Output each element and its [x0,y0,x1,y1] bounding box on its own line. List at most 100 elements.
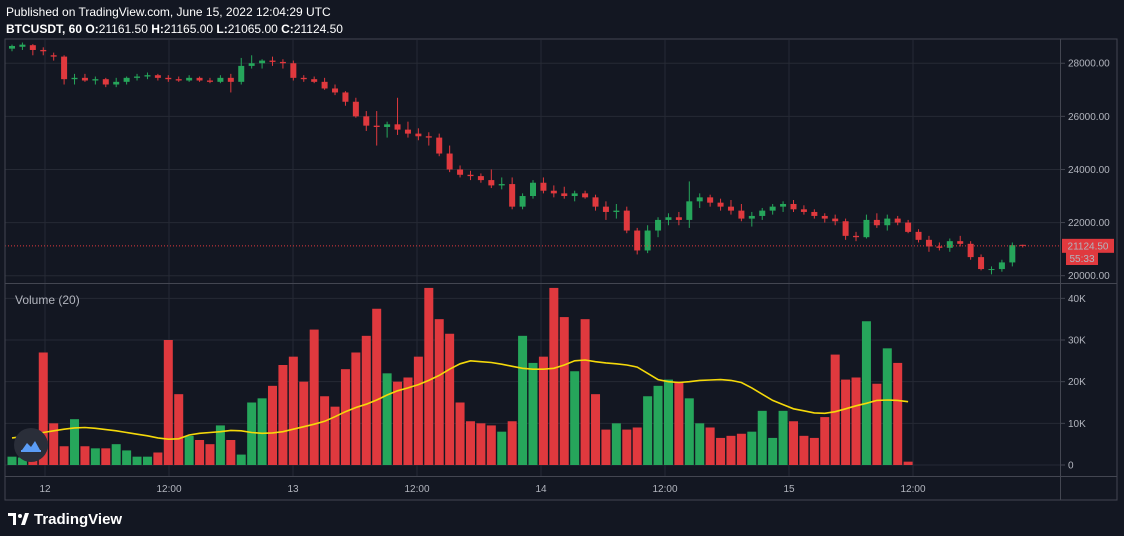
candle [592,194,599,211]
volume-bar [330,406,340,465]
volume-bar [476,423,486,465]
volume-tick-label: 10K [1068,419,1086,430]
volume-bar [226,440,236,465]
open-label: O: [85,22,99,36]
candle-body [936,246,943,248]
volume-bar [736,433,746,465]
volume-bar [643,396,653,465]
volume-bar [663,379,673,465]
candle-body [863,219,870,238]
candle-body [196,77,203,81]
volume-bar [841,379,851,465]
candle [238,57,245,85]
candle [613,203,620,219]
volume-bar [278,365,288,465]
last-price-label: 21124.50 [1068,241,1109,252]
candle [623,206,630,234]
candle-body [915,231,922,240]
volume-axis: 40K 30K 20K 10K 0 [1060,294,1086,472]
candle [40,47,47,56]
volume-bar [351,352,361,465]
brand-name: TradingView [34,511,123,528]
candle-body [748,215,755,219]
candle-body [602,206,609,212]
volume-bar [768,437,778,465]
volume-bar [382,373,392,465]
symbol-label: BTCUSDT, 60 [6,22,83,36]
candle [342,91,349,106]
volume-bar [215,425,225,465]
candle [404,121,411,138]
volume-bar [570,371,580,465]
candle [373,111,380,146]
volume-bar [465,421,475,465]
candle-body [425,136,432,138]
volume-bar [518,335,528,465]
volume-bar [49,423,59,465]
candle-body [790,203,797,210]
volume-bar [601,429,611,465]
price-tick-label: 22000.00 [1068,218,1110,229]
candle-body [61,56,68,80]
volume-ma-line [11,359,909,441]
tradingview-cloud-icon [21,441,41,452]
volume-bar [320,396,330,465]
candle-body [238,65,245,82]
candle [467,170,474,181]
candle-body [332,88,339,93]
volume-bar [716,437,726,465]
candle-body [311,79,318,82]
volume-bar [413,356,423,465]
candle-body [279,61,286,64]
volume-bar [142,456,152,465]
volume-bar [695,423,705,465]
candle [123,76,130,85]
volume-bar [101,448,111,465]
candlestick-series [9,42,1026,275]
candle-body [404,129,411,134]
volume-bar [778,410,788,465]
volume-bar [507,421,517,465]
candle [165,75,172,82]
floating-logo-button[interactable] [14,428,48,462]
candle-body [613,210,620,212]
volume-bar [757,410,767,465]
candle [50,52,57,61]
candle-body [9,45,15,49]
volume-bar [288,356,298,465]
candle [748,211,755,227]
candle [540,177,547,194]
volume-bar [299,381,309,465]
volume-bar [893,362,903,465]
candle [154,73,161,81]
candle [707,194,714,207]
candle-body [519,196,526,207]
candle-body [561,193,568,197]
candle [196,76,203,82]
candle [488,169,495,189]
candle [842,218,849,240]
close-label: C: [281,22,294,36]
candle-body [352,101,359,117]
candle-body [300,77,307,80]
candle-body [717,202,724,207]
volume-bar [591,394,601,465]
candle-body [925,239,932,247]
candle-body [71,77,78,80]
candle-body [634,230,641,251]
volume-bar [559,317,569,465]
brand[interactable]: TradingView [8,511,122,528]
candle-body [623,210,630,231]
volume-bar [653,385,663,465]
candle [905,219,912,234]
volume-bar [830,354,840,465]
candle [790,200,797,212]
candle [863,214,870,239]
volume-bar [70,419,80,465]
volume-bar [861,321,871,465]
volume-bar [549,287,559,465]
volume-bar [132,456,142,465]
candle [769,203,776,215]
candle [9,44,15,52]
